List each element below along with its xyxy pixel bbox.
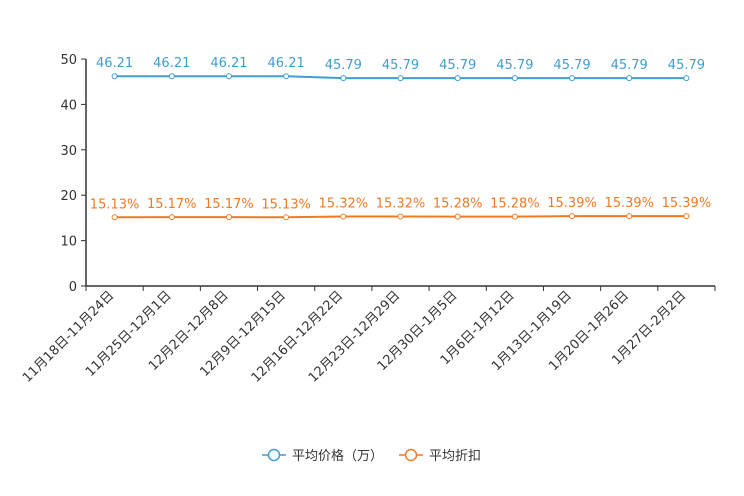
legend-label: 平均折扣	[429, 449, 481, 464]
data-point[interactable]	[225, 214, 232, 221]
legend-marker-icon	[404, 448, 418, 462]
data-point[interactable]	[168, 73, 175, 80]
data-label: 45.79	[439, 58, 476, 73]
data-label: 15.28%	[490, 197, 540, 212]
data-point[interactable]	[283, 73, 290, 80]
data-point[interactable]	[569, 213, 576, 220]
data-point[interactable]	[111, 214, 118, 221]
y-tick-label: 40	[60, 98, 77, 113]
data-point[interactable]	[454, 213, 461, 220]
series-layer: 46.21 46.21 46.21 46.21 45.79 45.79 45.79 45.79…	[90, 56, 712, 221]
y-tick-label: 20	[60, 189, 77, 204]
series-1: 15.13% 15.17% 15.17% 15.13% 15.32% 15.32% 15.2…	[90, 196, 712, 221]
y-axis: 0 10 20 30 40 50	[60, 53, 87, 295]
data-point[interactable]	[683, 75, 690, 82]
data-label: 45.79	[668, 58, 705, 73]
data-point[interactable]	[397, 213, 404, 220]
data-label: 15.39%	[662, 196, 712, 211]
x-axis: 11月18日-11月24日11月25日-12月1日12月2日-12月8日12月9…	[20, 285, 716, 386]
data-point[interactable]	[683, 213, 690, 220]
data-label: 45.79	[611, 58, 648, 73]
data-label: 15.13%	[261, 197, 311, 212]
legend-marker-icon	[267, 448, 281, 462]
legend-item-0[interactable]: 平均价格（万）	[262, 448, 383, 464]
data-label: 15.17%	[147, 197, 197, 212]
data-point[interactable]	[111, 73, 118, 80]
data-label: 15.17%	[204, 197, 254, 212]
x-tick-label: 11月18日-11月24日	[20, 288, 117, 385]
data-label: 15.13%	[90, 197, 140, 212]
data-point[interactable]	[340, 213, 347, 220]
data-point[interactable]	[626, 75, 633, 82]
data-label: 15.32%	[376, 196, 426, 211]
legend-item-1[interactable]: 平均折扣	[399, 448, 481, 464]
data-label: 15.39%	[547, 196, 597, 211]
data-label: 15.32%	[319, 196, 369, 211]
data-point[interactable]	[569, 75, 576, 82]
data-point[interactable]	[225, 73, 232, 80]
data-label: 45.79	[553, 58, 590, 73]
series-0: 46.21 46.21 46.21 46.21 45.79 45.79 45.79 45.79…	[96, 56, 705, 82]
y-tick-label: 50	[60, 53, 77, 68]
data-label: 45.79	[496, 58, 533, 73]
data-label: 46.21	[268, 56, 305, 71]
data-label: 45.79	[382, 58, 419, 73]
legend-label: 平均价格（万）	[292, 448, 383, 464]
data-point[interactable]	[340, 75, 347, 82]
data-point[interactable]	[626, 213, 633, 220]
data-point[interactable]	[168, 214, 175, 221]
data-label: 15.28%	[433, 197, 483, 212]
y-tick-label: 30	[60, 144, 77, 159]
data-point[interactable]	[511, 213, 518, 220]
y-tick-label: 10	[60, 235, 77, 250]
data-point[interactable]	[511, 75, 518, 82]
data-point[interactable]	[397, 75, 404, 82]
data-label: 15.39%	[604, 196, 654, 211]
data-point[interactable]	[454, 75, 461, 82]
y-tick-label: 0	[69, 280, 77, 295]
data-point[interactable]	[283, 214, 290, 221]
data-label: 46.21	[210, 56, 247, 71]
data-label: 45.79	[325, 58, 362, 73]
data-label: 46.21	[96, 56, 133, 71]
data-label: 46.21	[153, 56, 190, 71]
legend[interactable]: 平均价格（万） 平均折扣	[262, 448, 481, 464]
